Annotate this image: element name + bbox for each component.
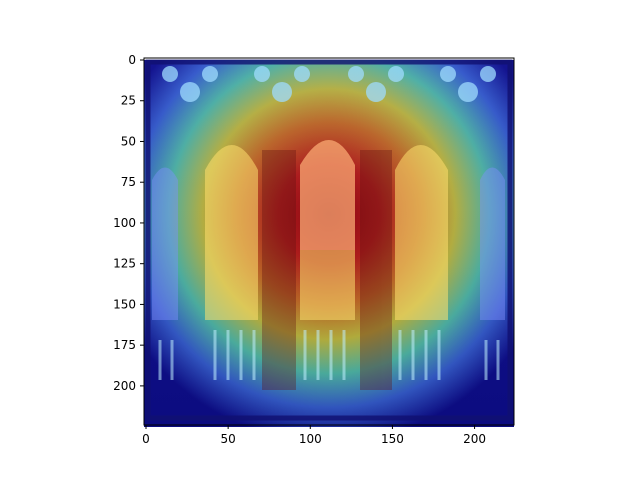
x-axis: 0 50 100 150 200 [142,425,486,446]
y-tick-label: 200 [113,379,136,393]
x-tick-label: 0 [142,432,150,446]
y-axis: 0 25 50 75 100 125 150 175 200 [113,53,144,393]
y-tick-label: 25 [121,94,136,108]
x-tick-label: 100 [299,432,322,446]
axes-frame [143,57,515,426]
y-tick-label: 125 [113,257,136,271]
y-tick-label: 100 [113,216,136,230]
heatmap-image [144,59,514,427]
x-tick-label: 50 [221,432,236,446]
y-tick-label: 175 [113,338,136,352]
y-tick-label: 0 [128,53,136,67]
y-tick-label: 75 [121,175,136,189]
x-tick-label: 200 [463,432,486,446]
x-tick-label: 150 [381,432,404,446]
y-tick-label: 50 [121,134,136,148]
y-tick-label: 150 [113,297,136,311]
